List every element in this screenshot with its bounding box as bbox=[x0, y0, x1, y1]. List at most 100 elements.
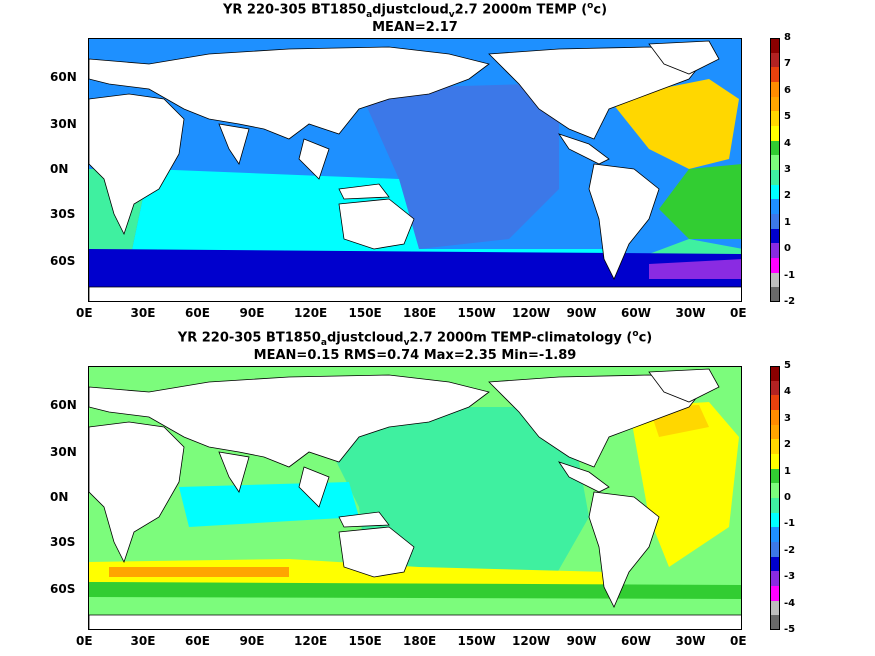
colorbar-swatch bbox=[770, 410, 780, 426]
colorbar-label: 5 bbox=[784, 111, 791, 123]
x-tick-label: 180E bbox=[403, 306, 437, 320]
ocean-region bbox=[659, 164, 741, 239]
x-tick-label: 90W bbox=[566, 634, 597, 648]
colorbar-label: -2 bbox=[784, 296, 796, 307]
colorbar-label: 8 bbox=[784, 32, 791, 43]
y-tick-label: 60N bbox=[50, 69, 77, 84]
colorbar-swatch bbox=[770, 483, 780, 499]
x-tick-label: 120E bbox=[294, 634, 328, 648]
bottom-subtitle: MEAN=0.15 RMS=0.74 Max=2.35 Min=-1.89 bbox=[253, 348, 577, 363]
colorbar-swatch bbox=[770, 600, 780, 616]
x-tick-label: 150W bbox=[457, 634, 496, 648]
colorbar-swatch bbox=[770, 214, 780, 230]
land-mass bbox=[338, 198, 415, 250]
x-tick-label: 30E bbox=[130, 306, 156, 320]
colorbar-swatch bbox=[770, 243, 780, 259]
land-mass bbox=[218, 451, 250, 493]
colorbar-label: 2 bbox=[784, 190, 791, 202]
colorbar-label: 4 bbox=[784, 137, 791, 149]
land-mass bbox=[298, 466, 330, 508]
y-tick-label: 30S bbox=[50, 534, 76, 549]
y-tick-label: 30N bbox=[50, 445, 77, 460]
y-tick-label: 30N bbox=[50, 117, 77, 132]
y-tick-label: 0N bbox=[50, 490, 69, 504]
y-tick-label: 60S bbox=[50, 582, 76, 597]
colorbar-swatch bbox=[770, 424, 780, 440]
colorbar-swatch bbox=[770, 111, 780, 127]
colorbar-swatch bbox=[770, 586, 780, 602]
top-map bbox=[88, 38, 742, 302]
colorbar-swatch bbox=[770, 52, 780, 68]
land-mass bbox=[338, 183, 390, 200]
ocean-region bbox=[359, 84, 559, 249]
ocean-region bbox=[89, 582, 741, 599]
colorbar-swatch bbox=[770, 556, 780, 572]
y-tick-label: 60N bbox=[50, 397, 77, 412]
colorbar-swatch bbox=[770, 96, 780, 112]
x-tick-label: 60E bbox=[185, 306, 210, 320]
land-mass bbox=[298, 138, 330, 180]
colorbar-swatch bbox=[770, 615, 780, 631]
land-mass bbox=[89, 421, 185, 564]
y-tick-label: 0N bbox=[50, 162, 69, 176]
bottom-map-svg bbox=[89, 367, 741, 629]
colorbar-label: 6 bbox=[784, 84, 791, 96]
colorbar-label: 2 bbox=[784, 439, 791, 451]
x-tick-label: 150E bbox=[348, 634, 382, 648]
colorbar-swatch bbox=[770, 380, 780, 396]
land-mass bbox=[488, 374, 710, 468]
x-tick-label: 90E bbox=[239, 306, 265, 320]
x-tick-label: 60W bbox=[621, 306, 651, 320]
x-tick-label: 90E bbox=[239, 634, 265, 648]
ocean-region bbox=[109, 567, 289, 577]
colorbar-label: 4 bbox=[784, 386, 791, 398]
land-mass bbox=[648, 40, 720, 75]
x-tick-label: 120E bbox=[294, 306, 328, 320]
land-mass bbox=[89, 374, 490, 468]
x-tick-label: 150W bbox=[457, 306, 496, 320]
colorbar-swatch bbox=[770, 454, 780, 470]
colorbar-swatch bbox=[770, 512, 780, 528]
colorbar-swatch bbox=[770, 126, 780, 142]
colorbar-label: -1 bbox=[784, 269, 796, 281]
colorbar-swatch bbox=[770, 395, 780, 411]
colorbar-swatch bbox=[770, 140, 780, 156]
colorbar-swatch bbox=[770, 170, 780, 186]
land-mass bbox=[338, 526, 415, 578]
colorbar-label: 5 bbox=[784, 360, 791, 371]
x-tick-label: 120W bbox=[512, 634, 551, 648]
colorbar-frame bbox=[770, 38, 780, 302]
y-tick-label: 60S bbox=[50, 254, 76, 269]
colorbar-swatch bbox=[770, 571, 780, 587]
colorbar-swatch bbox=[770, 184, 780, 200]
top-title: YR 220-305 BT1850adjustcloudv2.7 2000m T… bbox=[222, 1, 608, 20]
land-mass bbox=[89, 46, 490, 140]
colorbar-swatch bbox=[770, 82, 780, 98]
top-map-svg bbox=[89, 39, 741, 301]
x-tick-label: 0E bbox=[76, 634, 93, 648]
colorbar-swatch bbox=[770, 228, 780, 244]
x-tick-label: 0E bbox=[730, 306, 747, 320]
colorbar-label: -3 bbox=[784, 571, 796, 583]
land-mass bbox=[89, 614, 741, 629]
land-mass bbox=[89, 93, 185, 236]
land-mass bbox=[218, 123, 250, 165]
colorbar-swatch bbox=[770, 272, 780, 288]
colorbar-label: 1 bbox=[784, 465, 791, 477]
colorbar-swatch bbox=[770, 199, 780, 215]
colorbar-label: -5 bbox=[784, 624, 796, 635]
land-mass bbox=[558, 461, 610, 493]
colorbar-frame bbox=[770, 366, 780, 630]
colorbar-label: 3 bbox=[784, 412, 791, 424]
colorbar-swatch bbox=[770, 498, 780, 514]
x-tick-label: 0E bbox=[730, 634, 747, 648]
land-mass bbox=[558, 133, 610, 165]
colorbar-label: 0 bbox=[784, 243, 791, 255]
land-mass bbox=[648, 368, 720, 403]
colorbar-swatch bbox=[770, 527, 780, 543]
ocean-region bbox=[609, 79, 739, 169]
colorbar-label: 0 bbox=[784, 492, 791, 503]
x-tick-label: 60W bbox=[621, 634, 651, 648]
colorbar-label: 1 bbox=[784, 216, 791, 228]
land-mass bbox=[338, 511, 390, 528]
